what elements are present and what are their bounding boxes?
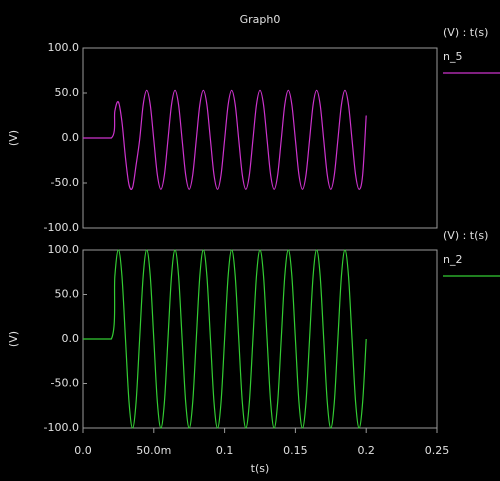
x-tick-label: 0.0 <box>74 444 92 457</box>
x-tick-label: 50.0m <box>136 444 171 457</box>
legend-label: n_2 <box>443 253 462 266</box>
legend-title: (V) : t(s) <box>443 26 488 39</box>
y-tick-label: 0.0 <box>62 131 80 144</box>
y-tick-label: 50.0 <box>55 86 80 99</box>
y-tick-label: -100.0 <box>44 421 79 434</box>
y-tick-label: 100.0 <box>48 243 80 256</box>
y-tick-label: 100.0 <box>48 41 80 54</box>
x-tick-label: 0.1 <box>216 444 234 457</box>
waveform <box>83 89 367 191</box>
x-tick-label: 0.15 <box>283 444 308 457</box>
y-tick-label: 50.0 <box>55 288 80 301</box>
y-tick-label: -100.0 <box>44 221 79 234</box>
y-tick-label: 0.0 <box>62 332 80 345</box>
waveform <box>83 249 367 429</box>
legend-title: (V) : t(s) <box>443 229 488 242</box>
legend-label: n_5 <box>443 50 462 63</box>
x-tick-label: 0.2 <box>357 444 375 457</box>
y-axis-label: (V) <box>7 130 20 146</box>
y-tick-label: -50.0 <box>51 176 79 189</box>
x-axis-label: t(s) <box>251 462 270 475</box>
x-tick-label: 0.25 <box>425 444 450 457</box>
y-axis-label: (V) <box>7 331 20 347</box>
graph-title: Graph0 <box>240 13 281 26</box>
y-tick-label: -50.0 <box>51 377 79 390</box>
